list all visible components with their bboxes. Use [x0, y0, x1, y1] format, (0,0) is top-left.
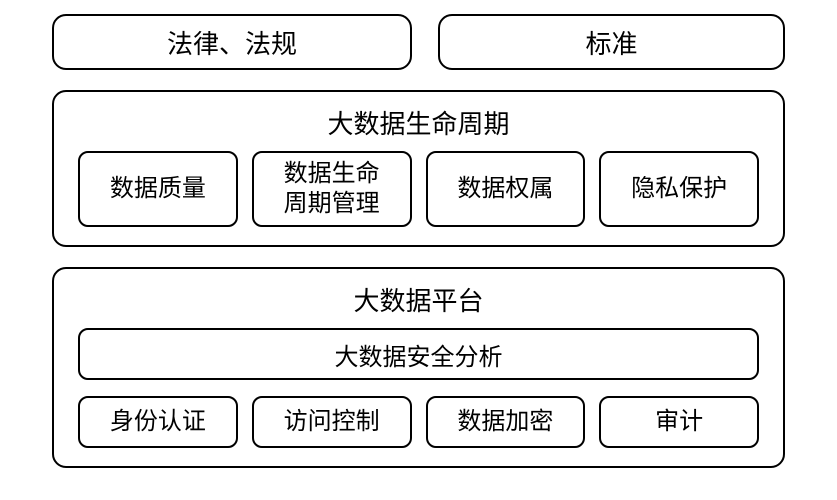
top-row: 法律、法规 标准 — [52, 14, 785, 70]
box-standards: 标准 — [438, 14, 785, 70]
box-data-ownership: 数据权属 — [426, 151, 586, 227]
box-data-lifecycle-mgmt-label: 数据生命 周期管理 — [284, 159, 380, 219]
panel-platform-row: 身份认证 访问控制 数据加密 审计 — [78, 396, 759, 448]
box-authentication-label: 身份认证 — [110, 407, 206, 437]
box-encryption-label: 数据加密 — [457, 407, 553, 437]
box-data-ownership-label: 数据权属 — [457, 174, 553, 204]
panel-platform-title: 大数据平台 — [78, 281, 759, 318]
box-standards-label: 标准 — [585, 24, 637, 61]
box-laws-label: 法律、法规 — [167, 24, 297, 61]
panel-lifecycle-title: 大数据生命周期 — [78, 104, 759, 141]
box-security-analysis-label: 大数据安全分析 — [335, 337, 503, 372]
box-authentication: 身份认证 — [78, 396, 238, 448]
panel-platform-analysis-row: 大数据安全分析 — [78, 328, 759, 380]
box-encryption: 数据加密 — [426, 396, 586, 448]
diagram-canvas: 法律、法规 标准 大数据生命周期 数据质量 数据生命 周期管理 数据权属 隐私保… — [0, 0, 837, 500]
box-audit-label: 审计 — [655, 407, 703, 437]
panel-lifecycle: 大数据生命周期 数据质量 数据生命 周期管理 数据权属 隐私保护 — [52, 90, 785, 247]
box-data-lifecycle-mgmt: 数据生命 周期管理 — [252, 151, 412, 227]
box-privacy: 隐私保护 — [599, 151, 759, 227]
box-access-control: 访问控制 — [252, 396, 412, 448]
box-data-quality: 数据质量 — [78, 151, 238, 227]
panel-platform: 大数据平台 大数据安全分析 身份认证 访问控制 数据加密 审计 — [52, 267, 785, 468]
box-privacy-label: 隐私保护 — [631, 174, 727, 204]
box-laws: 法律、法规 — [52, 14, 412, 70]
box-audit: 审计 — [599, 396, 759, 448]
box-security-analysis: 大数据安全分析 — [78, 328, 759, 380]
panel-lifecycle-row: 数据质量 数据生命 周期管理 数据权属 隐私保护 — [78, 151, 759, 227]
box-data-quality-label: 数据质量 — [110, 174, 206, 204]
box-access-control-label: 访问控制 — [284, 407, 380, 437]
